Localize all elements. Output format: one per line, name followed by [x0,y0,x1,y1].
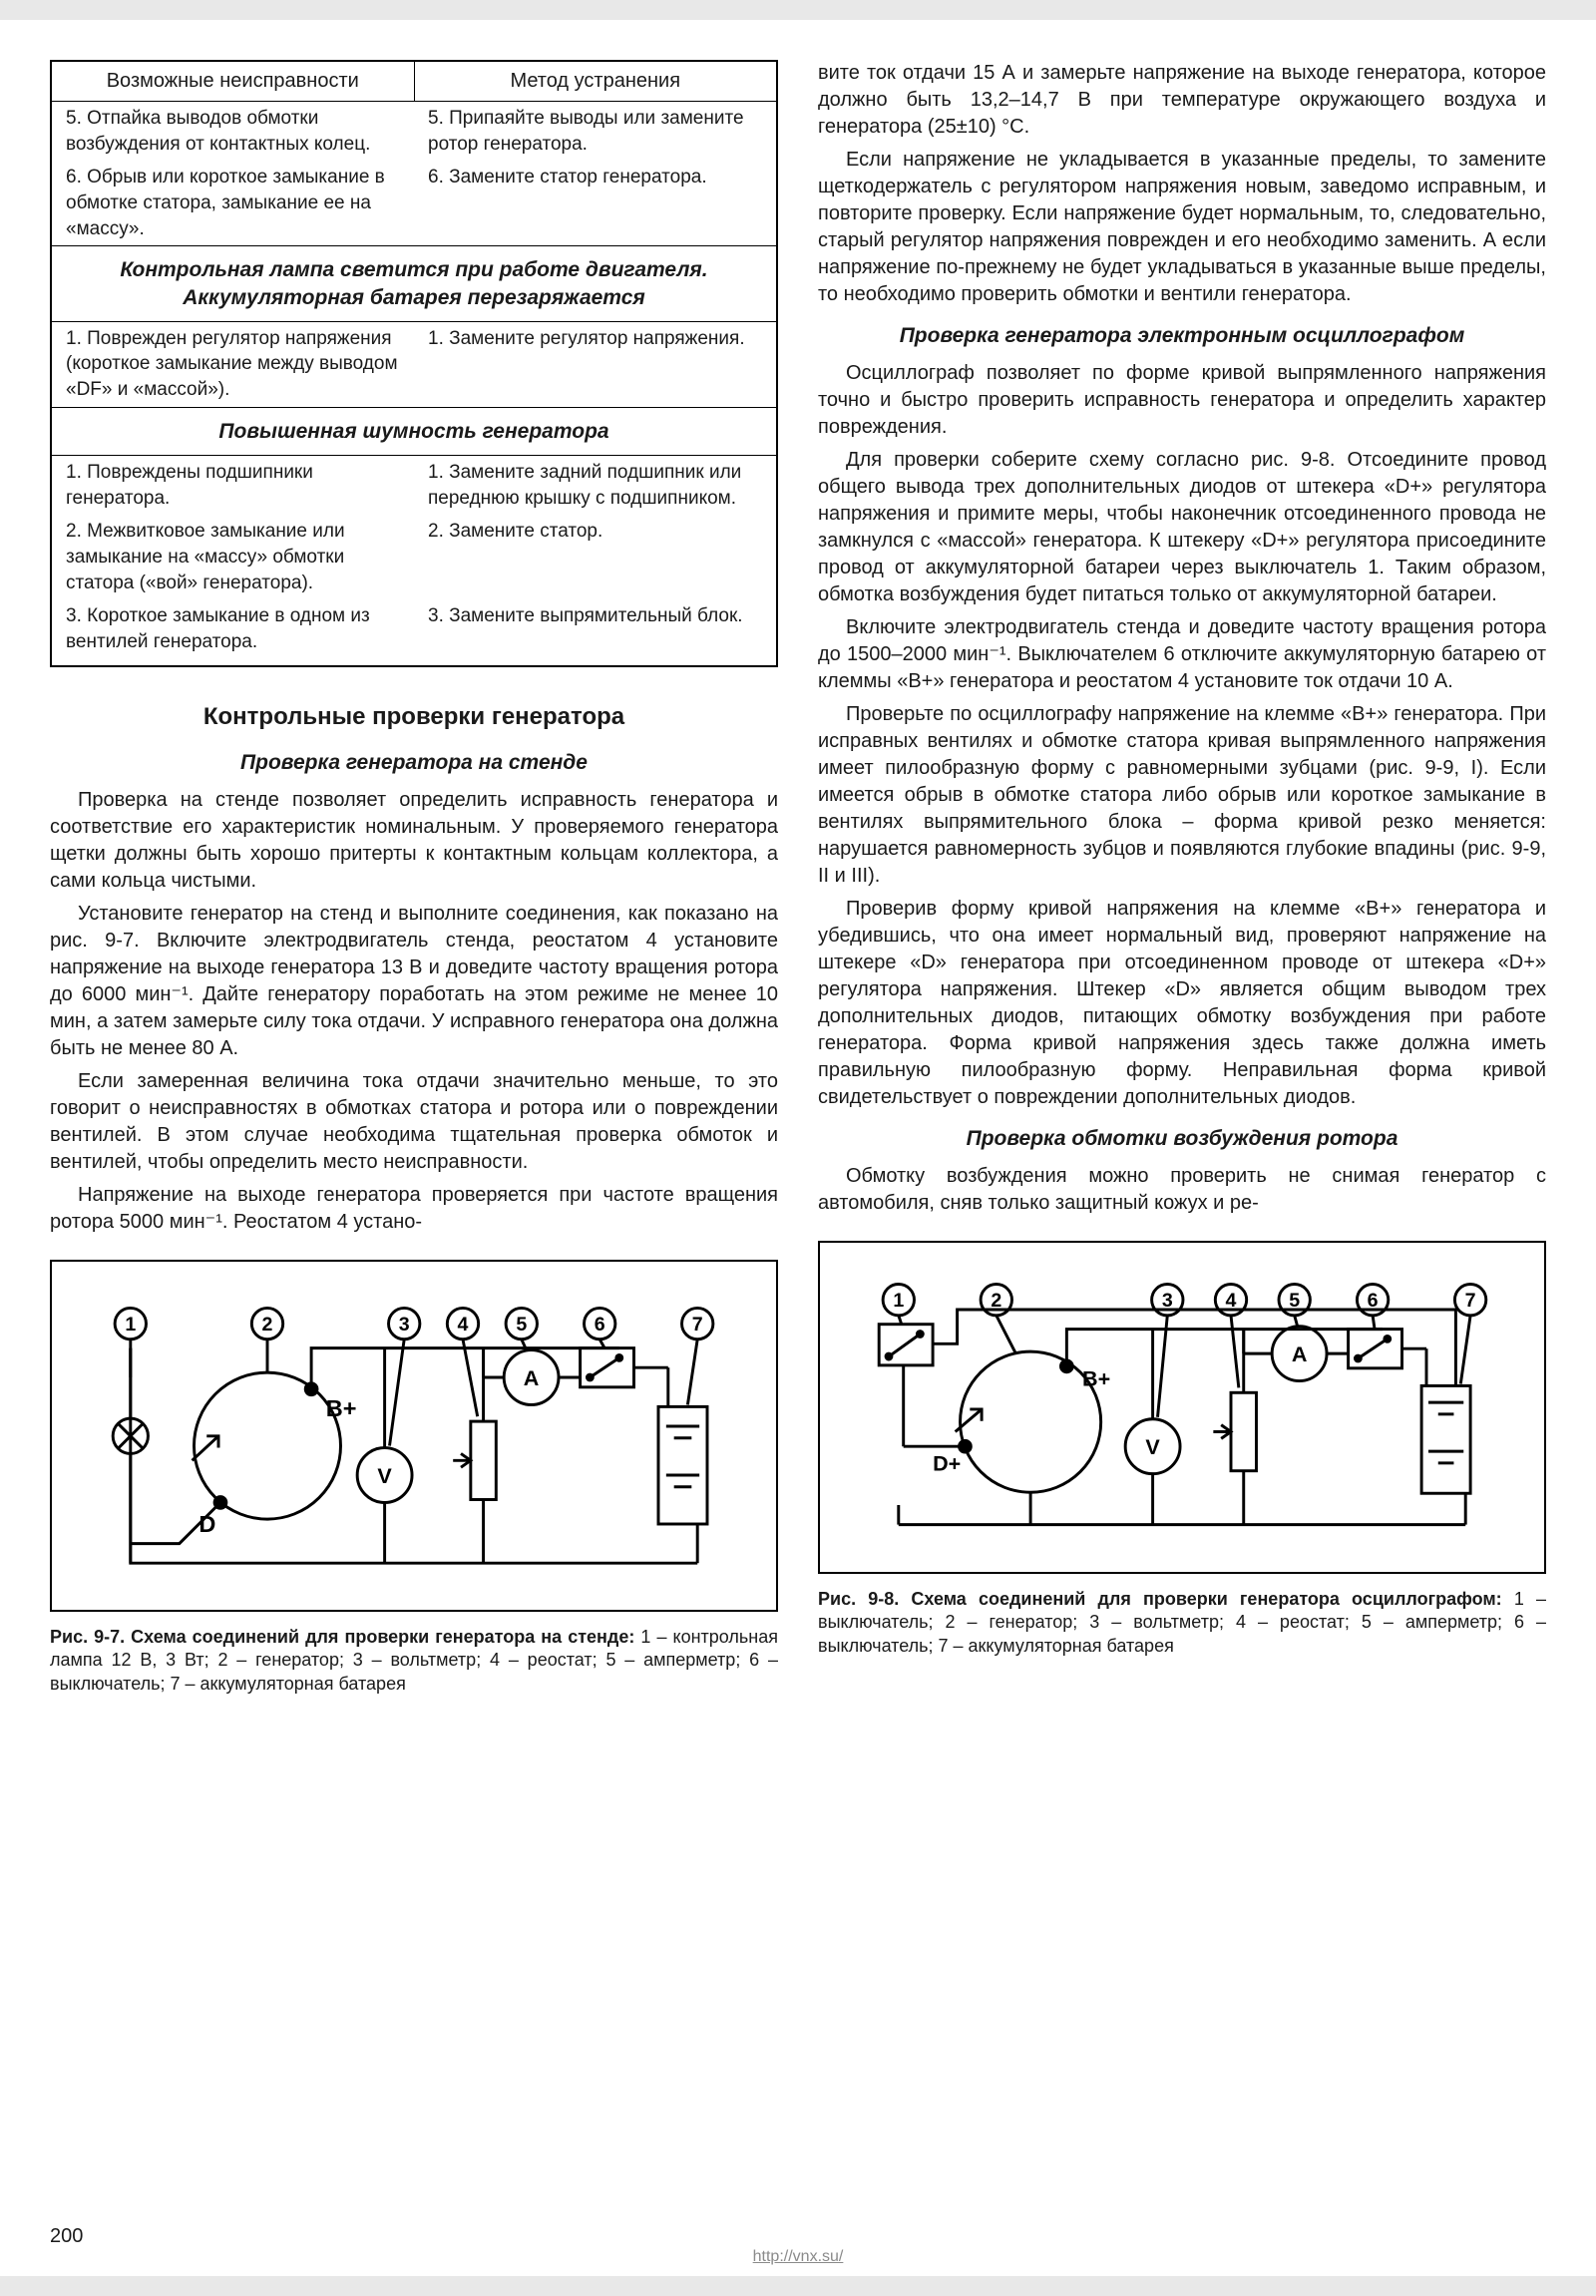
callout-6: 6 [595,1313,605,1335]
page-number: 200 [50,2225,83,2248]
callout-3: 3 [1162,1290,1173,1312]
callout-6: 6 [1368,1290,1379,1312]
paragraph: Включите электродвигатель стенда и довед… [818,614,1546,695]
d-plus-label: D+ [933,1451,961,1476]
table-section-heading: Повышенная шумность генератора [52,407,776,456]
caption-bold: Рис. 9-8. Схема соединений для проверки … [818,1589,1502,1609]
heading-checks: Контрольные проверки генератора [50,703,778,731]
ammeter-label: A [1292,1341,1308,1366]
callout-5: 5 [1289,1290,1300,1312]
paragraph: Проверка на стенде позволяет определить … [50,787,778,895]
cell-fix: 5. Припаяйте выводы или замените ротор г… [414,102,776,161]
heading-oscilloscope-test: Проверка генератора электронным осциллог… [818,324,1546,348]
th-fix: Метод устранения [415,62,777,101]
footer-link[interactable]: http://vnx.su/ [753,2248,844,2266]
paragraph: вите ток отдачи 15 А и замерьте напряжен… [818,60,1546,141]
callout-2: 2 [991,1290,1001,1312]
figure-9-7-caption: Рис. 9-7. Схема соединений для проверки … [50,1626,778,1696]
table-row: 5. Отпайка выводов обмотки возбуждения о… [52,102,776,161]
left-column: Возможные неисправности Метод устранения… [50,60,778,1696]
paragraph: Проверив форму кривой напряжения на клем… [818,896,1546,1111]
caption-bold: Рис. 9-7. Схема соединений для проверки … [50,1627,634,1647]
two-column-layout: Возможные неисправности Метод устранения… [50,60,1546,1696]
heading-stand-test: Проверка генератора на стенде [50,751,778,775]
callout-2: 2 [262,1313,273,1335]
cell-fault: 3. Короткое замыкание в одном из вентиле… [52,599,414,658]
figure-9-8-caption: Рис. 9-8. Схема соединений для проверки … [818,1588,1546,1658]
right-column: вите ток отдачи 15 А и замерьте напряжен… [818,60,1546,1696]
callout-3: 3 [399,1313,410,1335]
cell-fault: 5. Отпайка выводов обмотки возбуждения о… [52,102,414,161]
callout-7: 7 [1465,1290,1476,1312]
heading-rotor-winding: Проверка обмотки возбуждения ротора [818,1127,1546,1151]
paragraph: Проверьте по осциллографу напряжение на … [818,701,1546,890]
callout-4: 4 [1226,1290,1237,1312]
paragraph: Осциллограф позволяет по форме кривой вы… [818,360,1546,441]
cell-fault: 1. Повреждены подшипники генератора. [52,456,414,515]
cell-fix: 1. Замените задний подшипник или передню… [414,456,776,515]
callout-7: 7 [692,1313,703,1335]
d-label: D [199,1510,215,1536]
figure-9-7: 1 2 3 4 5 6 7 V A B+ D [50,1260,778,1613]
cell-fix: 1. Замените регулятор напряжения. [414,322,776,407]
table-row: 6. Обрыв или короткое замыкание в обмотк… [52,161,776,245]
table-row: 1. Поврежден регулятор напряжения (корот… [52,322,776,407]
table-header-row: Возможные неисправности Метод устранения [52,62,776,102]
callout-1: 1 [125,1313,136,1335]
b-plus-label: B+ [1082,1365,1110,1390]
schematic-9-7-svg: 1 2 3 4 5 6 7 V A B+ D [72,1280,756,1593]
figure-9-8: 1 2 3 4 5 6 7 V A B+ D+ [818,1241,1546,1574]
table-section-heading: Контрольная лампа светится при работе дв… [52,245,776,322]
th-faults: Возможные неисправности [52,62,415,101]
table-row: 3. Короткое замыкание в одном из вентиле… [52,599,776,664]
cell-fault: 1. Поврежден регулятор напряжения (корот… [52,322,414,407]
paragraph: Установите генератор на стенд и выполнит… [50,901,778,1062]
schematic-9-8-svg: 1 2 3 4 5 6 7 V A B+ D+ [840,1261,1524,1554]
cell-fix: 3. Замените выпрямительный блок. [414,599,776,658]
cell-fix: 6. Замените статор генератора. [414,161,776,245]
voltmeter-label: V [1145,1434,1160,1459]
faults-table: Возможные неисправности Метод устранения… [50,60,778,667]
page: Возможные неисправности Метод устранения… [0,20,1596,2276]
cell-fault: 6. Обрыв или короткое замыкание в обмотк… [52,161,414,245]
cell-fix: 2. Замените статор. [414,515,776,599]
table-row: 1. Повреждены подшипники генератора. 1. … [52,456,776,515]
b-plus-label: B+ [326,1395,357,1421]
paragraph: Для проверки соберите схему согласно рис… [818,447,1546,608]
callout-4: 4 [458,1313,469,1335]
ammeter-label: A [524,1364,540,1389]
callout-5: 5 [516,1313,527,1335]
voltmeter-label: V [377,1462,392,1487]
cell-fault: 2. Межвитковое замыкание или замыкание н… [52,515,414,599]
paragraph: Обмотку возбуждения можно проверить не с… [818,1163,1546,1217]
paragraph: Если напряжение не укладывается в указан… [818,147,1546,308]
table-row: 2. Межвитковое замыкание или замыкание н… [52,515,776,599]
callout-1: 1 [893,1290,904,1312]
paragraph: Если замеренная величина тока отдачи зна… [50,1068,778,1176]
paragraph: Напряжение на выходе генератора проверяе… [50,1182,778,1236]
